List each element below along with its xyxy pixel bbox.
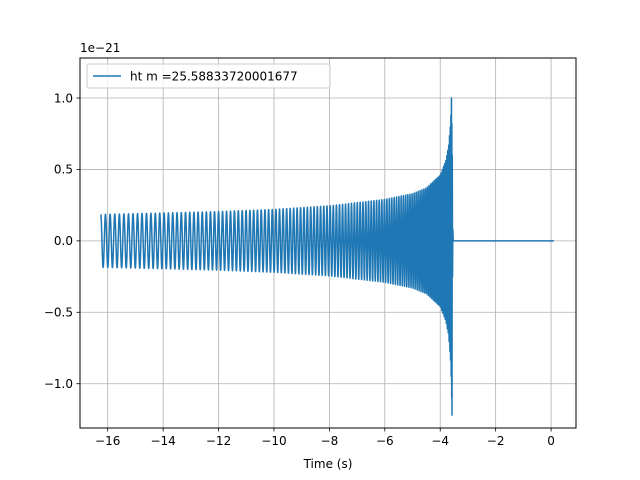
x-tick-label: −6 <box>376 434 394 448</box>
legend-label: ht m =25.58833720001677 <box>130 70 298 84</box>
grid <box>80 58 576 428</box>
legend-box <box>86 63 331 89</box>
plot-frame <box>79 57 577 429</box>
series-layer <box>100 97 554 416</box>
y-tick-label: 0.5 <box>54 163 73 177</box>
x-axis-ticks: −16 −14 −12 −10 −8 −6 −4 −2 0 <box>95 428 555 448</box>
y-tick-label: 1.0 <box>54 91 73 105</box>
x-tick-label: −10 <box>261 434 286 448</box>
y-axis-ticks: −1.0 −0.5 0.0 0.5 1.0 <box>44 91 80 391</box>
x-tick-label: −2 <box>487 434 505 448</box>
y-tick-label: −1.0 <box>44 377 73 391</box>
x-tick-label: −4 <box>431 434 449 448</box>
y-tick-label: −0.5 <box>44 306 73 320</box>
x-tick-label: −14 <box>150 434 175 448</box>
legend: ht m =25.58833720001677 <box>86 63 331 89</box>
x-tick-label: −12 <box>206 434 231 448</box>
x-axis-label: Time (s) <box>303 457 353 471</box>
x-tick-label: −16 <box>95 434 120 448</box>
y-offset-text: 1e−21 <box>80 41 120 55</box>
x-tick-label: 0 <box>547 434 555 448</box>
y-tick-label: 0.0 <box>54 234 73 248</box>
series-line-ht <box>100 97 554 416</box>
x-tick-label: −8 <box>321 434 339 448</box>
